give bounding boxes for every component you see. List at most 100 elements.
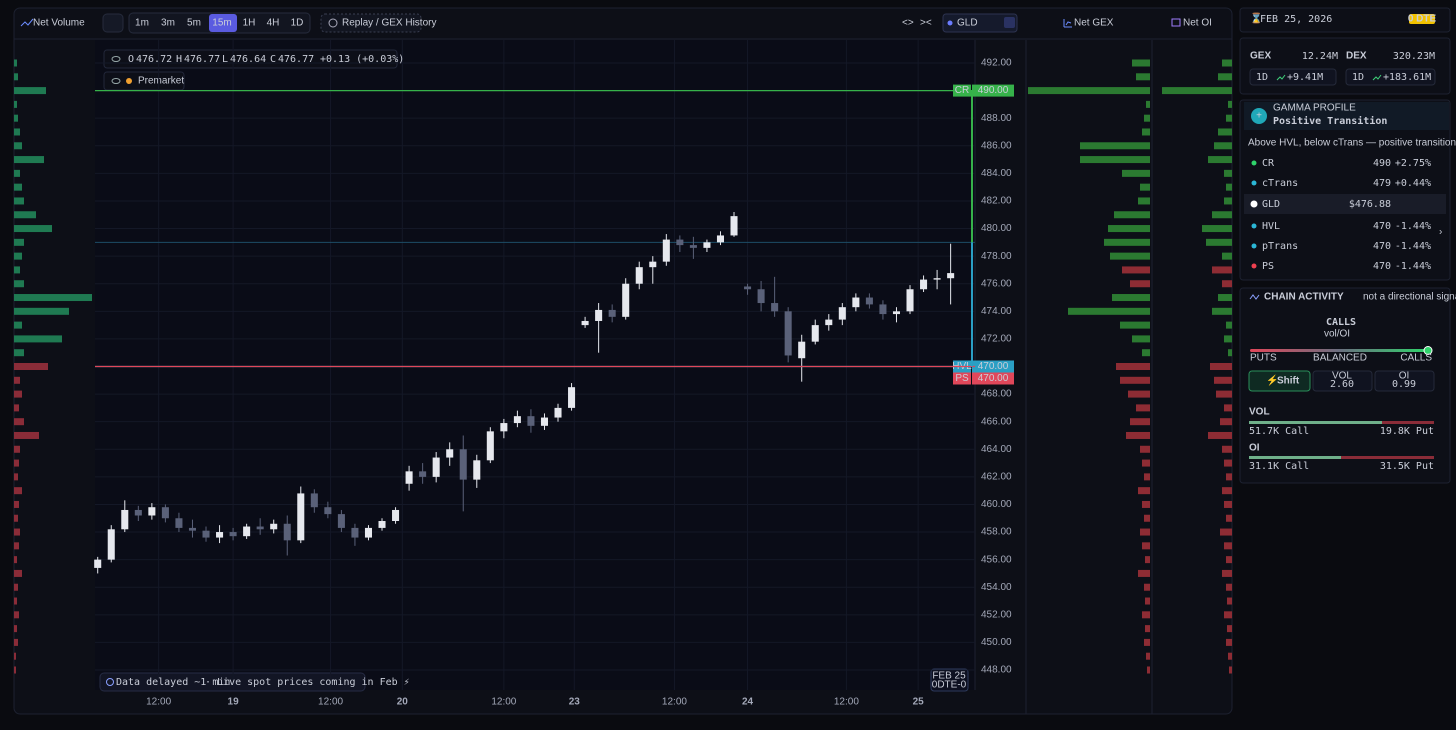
icon[interactable]: ><: [920, 18, 932, 29]
metric-box: [1374, 370, 1435, 392]
y-tick-label: 456.00: [981, 554, 1012, 565]
profile-bar: [14, 114, 18, 122]
interval[interactable]: 4H: [267, 18, 280, 29]
symbol[interactable]: GLD: [957, 18, 978, 29]
replay-button[interactable]: [320, 13, 422, 33]
icon: ⚡: [1266, 374, 1278, 387]
profile-bar: [14, 128, 20, 136]
profile-bar: [1224, 169, 1232, 177]
candle-body: [554, 407, 562, 418]
profile-bar: [1228, 349, 1232, 357]
scale-label: PUTS: [1250, 353, 1277, 364]
y-tick-label: 488.00: [981, 113, 1012, 124]
date: FEB 25: [932, 671, 966, 682]
profile-bar: [1144, 114, 1150, 122]
profile-bar: [1229, 666, 1232, 674]
icon: [1171, 18, 1181, 27]
y-tick-label: 466.00: [981, 416, 1012, 427]
profile-bar: [1227, 597, 1232, 605]
gamma-heading: GAMMA PROFILE: [1273, 103, 1356, 114]
stat-label: GEX: [1250, 51, 1271, 62]
profile-bar: [1224, 500, 1232, 508]
candle-body: [568, 387, 576, 408]
profile-bar: [14, 266, 20, 274]
x-tick-label: 24: [742, 697, 754, 708]
menu[interactable]: Net Volume: [33, 18, 85, 29]
y-tick-label: 450.00: [981, 637, 1012, 648]
dte-badge: [1409, 14, 1435, 24]
profile-bar: [1147, 666, 1150, 674]
candle-body: [622, 283, 630, 317]
profile-bar: [1122, 169, 1150, 177]
interval[interactable]: 15m: [212, 18, 231, 29]
oi-bar-put: [1249, 456, 1434, 459]
row-price: $476.88: [1349, 199, 1391, 210]
x-tick-label: 12:00: [662, 697, 687, 708]
icon: [1276, 74, 1286, 81]
interval[interactable]: 3m: [161, 18, 175, 29]
row-dot: [1251, 243, 1257, 249]
profile-bar: [1226, 321, 1232, 329]
profile-bar: [1136, 73, 1150, 81]
scale-label: CALLS: [1400, 353, 1432, 364]
candle-body: [107, 529, 115, 560]
level-name: PS: [955, 373, 969, 384]
stat-change: +9.41M: [1287, 72, 1323, 83]
profile-bar: [1146, 652, 1150, 660]
profile-bar: [1140, 528, 1150, 536]
ohlc-value: +0.13 (+0.03%): [320, 54, 404, 65]
interval[interactable]: 1H: [243, 18, 256, 29]
replay-label[interactable]: Replay / GEX History: [342, 18, 436, 29]
profile-bar: [1212, 266, 1232, 274]
profile-bar: [14, 418, 24, 426]
ohlc-value: 476.77: [278, 54, 314, 65]
candle-body: [649, 261, 657, 268]
y-tick-label: 486.00: [981, 140, 1012, 151]
profile-bar: [14, 225, 52, 233]
icon: [1372, 74, 1382, 81]
interval[interactable]: 5m: [187, 18, 201, 29]
candle-body: [310, 493, 318, 508]
profile-bar: [1116, 363, 1150, 370]
profile-bar: [1145, 597, 1150, 605]
icon[interactable]: [111, 78, 121, 84]
profile-bar: [14, 100, 17, 108]
profile-bar: [1226, 556, 1232, 564]
candle-body: [486, 431, 494, 461]
ohlc-value: O: [128, 54, 134, 65]
profile-bar: [1142, 500, 1150, 508]
candle-body: [202, 530, 210, 538]
ohlc-value: L: [222, 54, 228, 65]
icon[interactable]: ›: [1439, 227, 1442, 238]
profile-bar: [14, 542, 19, 550]
icon[interactable]: [1004, 17, 1015, 28]
stat-period: 1D: [1352, 72, 1364, 83]
profile-bar: [14, 638, 18, 646]
profile-bar: [1142, 128, 1150, 136]
shift[interactable]: Shift: [1277, 376, 1300, 387]
profile-bar: [14, 280, 24, 288]
row-name: pTrans: [1262, 241, 1298, 252]
shift-button[interactable]: [1248, 370, 1311, 392]
gamma-header: [1244, 102, 1449, 130]
level-price-tag: [972, 372, 1014, 385]
stat-value: 12.24M: [1302, 51, 1338, 62]
interval[interactable]: 1m: [135, 18, 149, 29]
icon[interactable]: <>: [902, 18, 914, 29]
notice-box: [99, 672, 366, 692]
profile-bar: [14, 431, 39, 439]
icon[interactable]: [111, 56, 121, 62]
symbol-box[interactable]: [942, 13, 1018, 33]
button[interactable]: [102, 13, 124, 33]
y-tick-label: 454.00: [981, 582, 1012, 593]
y-tick-label: 474.00: [981, 306, 1012, 317]
gamma-box: [1239, 99, 1451, 281]
menu[interactable]: Net OI: [1183, 18, 1212, 29]
vol-bar-call: [1249, 421, 1382, 424]
menu[interactable]: Net GEX: [1074, 18, 1114, 29]
badge: [1345, 68, 1436, 86]
interval[interactable]: 1D: [291, 18, 304, 29]
profile-bar: [14, 556, 17, 564]
profile-bar: [14, 473, 18, 481]
row-name: PS: [1262, 261, 1274, 272]
